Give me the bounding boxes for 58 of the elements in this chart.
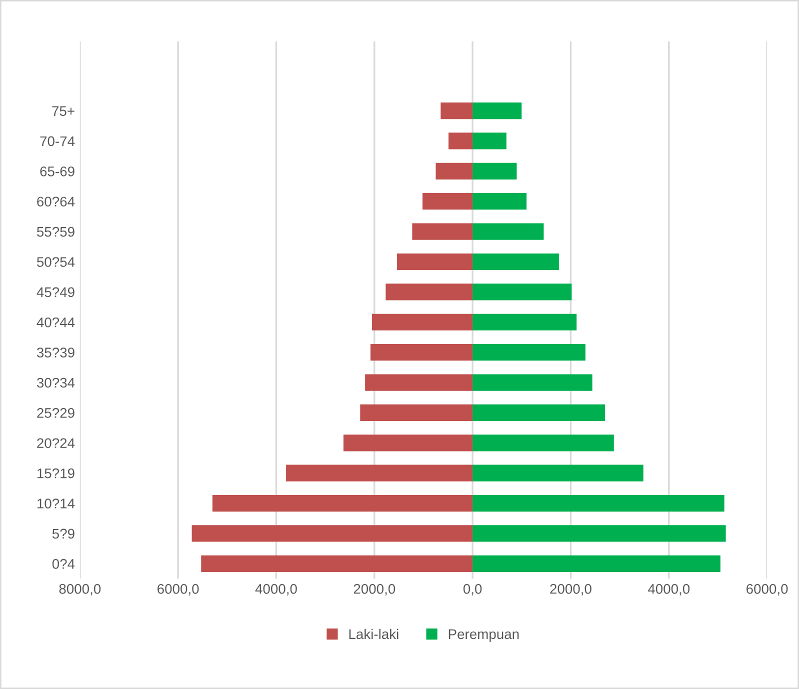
bar [436,162,473,180]
y-tick-label: 15?19 [37,468,74,478]
y-tick-label: 20?24 [37,438,75,448]
x-tick-label: 2000,0 [550,584,592,596]
bar [343,434,473,452]
bar [472,162,517,180]
bar [472,102,522,120]
bar [412,223,473,240]
y-tick-label: 60?64 [37,196,75,207]
bar [286,464,473,482]
y-tick-label: 65-69 [40,166,74,176]
x-tick-label: 2000,0 [354,584,396,596]
y-tick-label: 50?54 [36,257,75,267]
y-tick-label: 25?29 [37,408,74,418]
x-tick-label: 8000,0 [59,584,101,596]
x-tick-label: 6000,0 [158,584,199,596]
bar [472,223,544,240]
bar [212,494,473,512]
y-tick-label: 75+ [52,106,74,116]
bar [472,314,577,330]
bar [386,284,473,300]
y-tick-label: 35?39 [36,348,74,358]
x-tick-label: 4000,0 [255,584,297,596]
bar [472,555,720,572]
bar [422,193,473,210]
legend-label: Laki-laki [349,628,398,640]
bar [396,253,473,270]
bar [448,132,473,150]
y-tick-label: 70-74 [40,136,75,146]
bar [372,314,473,330]
bar [192,525,473,542]
x-tick-label: 4000,0 [648,584,690,596]
bar [472,374,592,391]
bar [370,344,473,361]
bar [360,404,473,422]
bar [472,284,572,300]
bar [472,404,606,422]
bar [472,344,586,361]
y-tick-label: 40?44 [36,317,75,328]
bar [472,464,644,482]
y-tick-label: 0?4 [52,559,75,569]
bar [472,525,726,542]
bar [472,132,506,150]
bar [472,193,527,210]
bar [472,253,559,270]
y-tick-label: 10?14 [37,498,75,508]
y-tick-label: 30?34 [36,378,75,388]
y-tick-label: 5?9 [52,528,74,539]
x-tick-label: 0,0 [463,584,482,596]
bar [201,555,473,572]
legend-label: Perempuan [448,629,519,642]
x-tick-label: 6000,0 [746,584,788,596]
bar [472,494,724,512]
bar [440,102,473,120]
bar [365,374,473,391]
bar [472,434,614,452]
y-tick-label: 55?59 [36,226,74,237]
y-tick-label: 45?49 [36,287,74,298]
